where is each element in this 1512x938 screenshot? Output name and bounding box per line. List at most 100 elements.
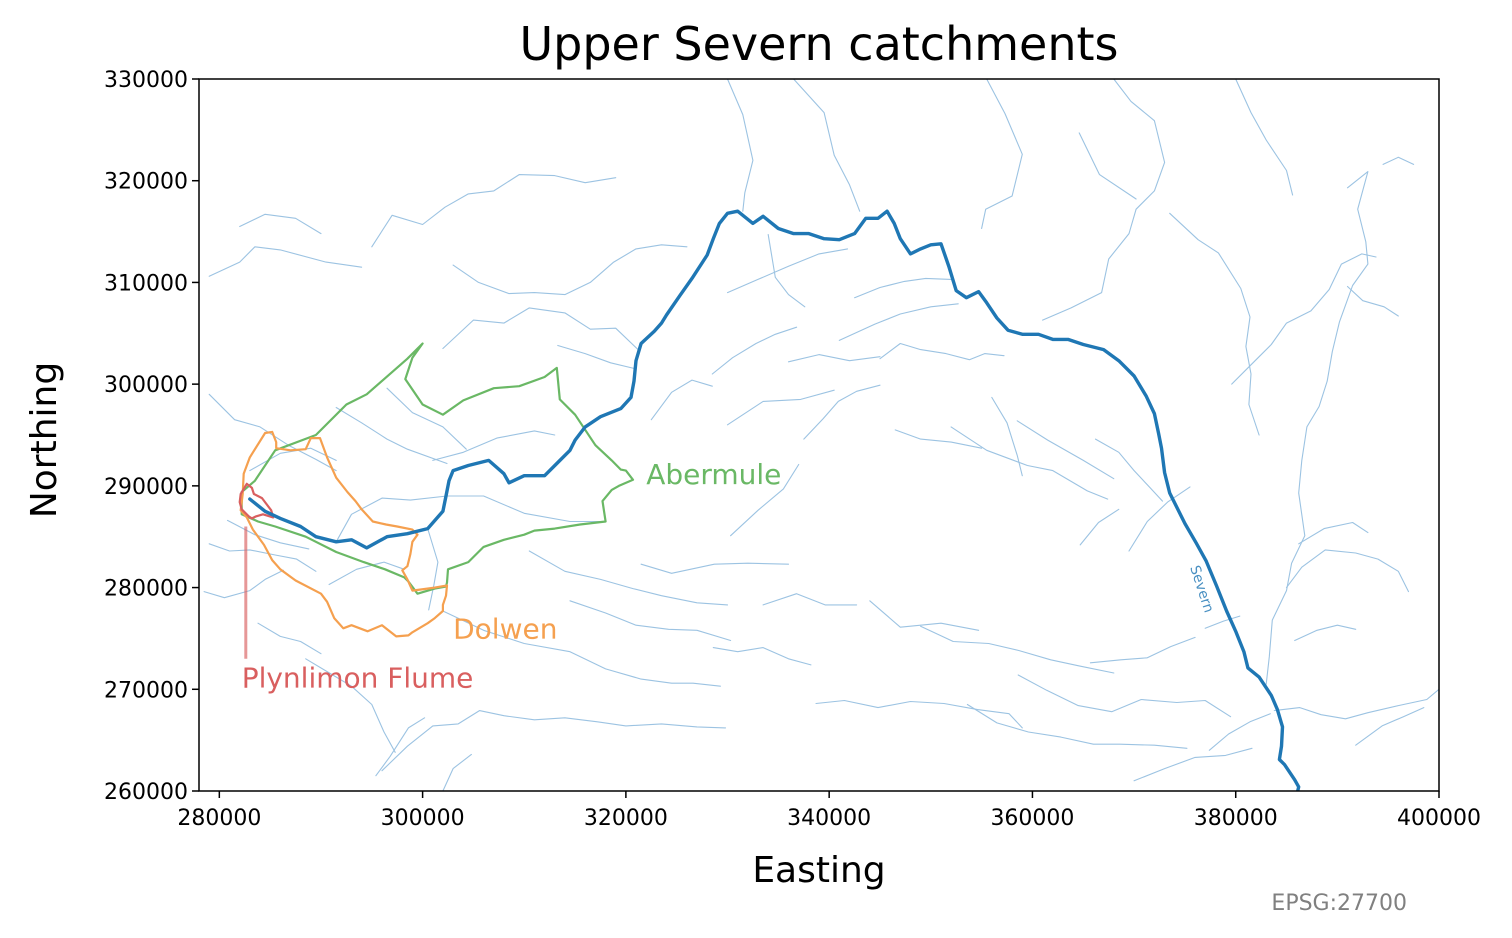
tributary-2: [427, 528, 439, 611]
y-tick-label: 270000: [104, 678, 188, 703]
tributary-4: [432, 430, 556, 461]
x-tick-label: 300000: [381, 806, 465, 831]
x-tick-label: 320000: [584, 806, 668, 831]
river-severn: [248, 209, 1301, 791]
tributary-15: [557, 344, 637, 370]
tributary-37: [1094, 438, 1164, 502]
tributary-54: [442, 610, 721, 687]
tributary-63: [966, 703, 1188, 749]
tributary-12: [371, 174, 617, 248]
x-axis-label: Easting: [752, 850, 885, 891]
tributary-38: [950, 426, 1109, 500]
tributary-20: [1042, 79, 1166, 321]
tributary-64: [1133, 747, 1253, 782]
y-tick-label: 280000: [104, 577, 188, 602]
catchment-boundaries: [238, 342, 635, 638]
tributary-6: [335, 406, 448, 465]
tributary-11: [239, 213, 322, 235]
tributary-3: [447, 495, 607, 523]
tributary-58: [712, 647, 812, 666]
y-tick-label: 300000: [104, 373, 188, 398]
tributary-45: [787, 354, 881, 363]
tributary-23: [1169, 212, 1260, 436]
tributary-68: [305, 658, 396, 753]
tributary-29: [1285, 549, 1410, 593]
y-tick-label: 290000: [104, 475, 188, 500]
tributary-49: [767, 234, 806, 308]
tributary-61: [1089, 636, 1196, 664]
tributary-36: [1079, 508, 1120, 546]
tributary-18: [793, 79, 861, 212]
y-tick-label: 330000: [104, 68, 188, 93]
tributary-43: [838, 303, 959, 341]
tributary-rivers: [203, 79, 1439, 791]
tributary-52: [528, 550, 729, 606]
tributary-41: [991, 396, 1023, 477]
plot-frame: [198, 78, 1440, 792]
tributary-17: [726, 79, 754, 212]
tributary-14: [442, 307, 640, 352]
x-tick-label: 360000: [990, 806, 1074, 831]
x-tick-label: 380000: [1194, 806, 1278, 831]
tributary-55: [640, 562, 790, 574]
tributary-56: [869, 600, 980, 631]
y-tick-label: 310000: [104, 271, 188, 296]
tributary-51: [730, 463, 800, 537]
tributary-60: [1017, 674, 1232, 718]
tributary-10: [208, 246, 363, 277]
tributary-19: [981, 79, 1023, 230]
x-tick-label: 280000: [177, 806, 261, 831]
catchment-boundary-dolwen: [239, 430, 449, 638]
tributary-24: [1382, 156, 1415, 165]
catchment-boundary-plynlimon-flume: [238, 482, 275, 520]
tributary-21: [1235, 79, 1294, 196]
tributary-42: [879, 342, 1005, 361]
tributary-57: [762, 593, 858, 606]
tributary-59: [920, 625, 1115, 674]
tributary-66: [375, 717, 426, 777]
x-tick-label: 400000: [1397, 806, 1481, 831]
tributary-35: [1128, 486, 1191, 552]
tributary-62: [815, 699, 1023, 729]
tributary-48: [726, 248, 849, 294]
tributary-39: [1016, 420, 1115, 480]
tributary-26: [1231, 253, 1377, 385]
map-title: Upper Severn catchments: [519, 17, 1118, 71]
tributary-25: [1265, 171, 1369, 685]
tributary-40: [894, 429, 983, 449]
tributary-8: [226, 519, 310, 550]
tributary-53: [569, 600, 732, 642]
tributary-46: [803, 384, 881, 440]
catchment-label-dolwen: Dolwen: [453, 612, 557, 645]
y-axis-ticks: 260000 270000 280000 290000 300000 310000 3200…: [104, 68, 199, 805]
tributary-31: [1204, 615, 1241, 629]
tributary-71: [208, 543, 317, 572]
tributary-70: [203, 569, 284, 599]
tributary-65: [381, 710, 727, 772]
tributary-44: [854, 277, 952, 299]
tributary-32: [1273, 688, 1439, 720]
catchment-label-abermule: Abermule: [646, 458, 781, 491]
y-axis-label: Northing: [24, 362, 65, 518]
tributary-33: [1208, 713, 1271, 751]
tributary-27: [1346, 285, 1399, 317]
tributary-50: [726, 389, 835, 426]
y-tick-label: 320000: [104, 170, 188, 195]
catchment-label-plynlimon-flume: Plynlimon Flume: [242, 661, 474, 694]
tributary-47: [711, 326, 798, 375]
tributary-1: [335, 495, 448, 543]
tributary-5: [386, 387, 467, 450]
tributary-13: [452, 244, 688, 296]
tributary-28: [1298, 521, 1369, 545]
x-axis-ticks: 280000 300000 320000 340000 360000 380000 4000…: [177, 791, 1481, 831]
catchment-boundary-abermule: [240, 342, 635, 595]
tributary-69: [257, 622, 322, 655]
tributary-16: [650, 379, 713, 421]
tributary-9: [328, 561, 405, 586]
y-tick-label: 260000: [104, 780, 188, 805]
tributary-30: [1294, 624, 1357, 642]
catchment-labels: Abermule Dolwen Plynlimon Flume: [242, 458, 782, 695]
tributary-34: [1355, 707, 1425, 746]
